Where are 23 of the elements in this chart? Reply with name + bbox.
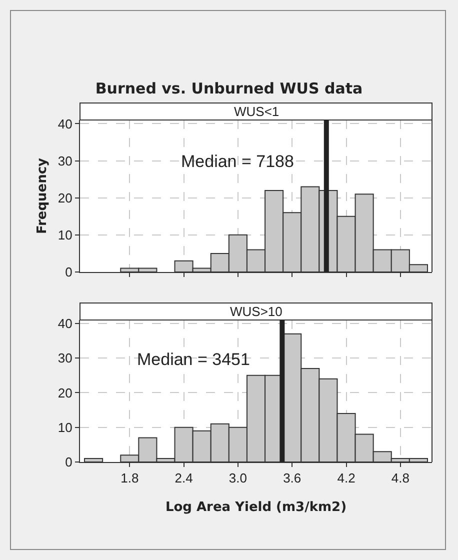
x-tick-label: 4.2 (337, 470, 356, 486)
y-tick-label: 20 (58, 190, 72, 206)
y-tick-label: 20 (58, 385, 72, 400)
chart-subtitle: WUS<1 (234, 104, 280, 119)
y-tick-label: 30 (58, 350, 72, 366)
y-tick-label: 0 (65, 264, 72, 280)
x-tick-label: 1.8 (120, 470, 139, 486)
chart-subtitle: WUS>10 (230, 304, 282, 319)
y-tick-label: 40 (58, 316, 72, 332)
x-axis-title: Log Area Yield (m3/km2) (165, 500, 347, 515)
x-tick-label: 4.8 (391, 470, 410, 486)
y-tick-label: 30 (58, 153, 72, 168)
y-axis-title: Frequency (34, 157, 50, 234)
y-tick-label: 0 (65, 454, 72, 470)
chart-title: Burned vs. Unburned WUS data (95, 79, 363, 98)
y-tick-label: 40 (58, 116, 72, 132)
annotation: Median = 3451 (137, 350, 250, 369)
annotation: Median = 7188 (181, 152, 294, 171)
x-tick-label: 2.4 (174, 470, 193, 486)
x-tick-label: 3.0 (228, 470, 247, 486)
y-tick-label: 10 (58, 227, 72, 242)
y-tick-label: 10 (58, 420, 72, 435)
x-tick-label: 3.6 (283, 470, 302, 486)
